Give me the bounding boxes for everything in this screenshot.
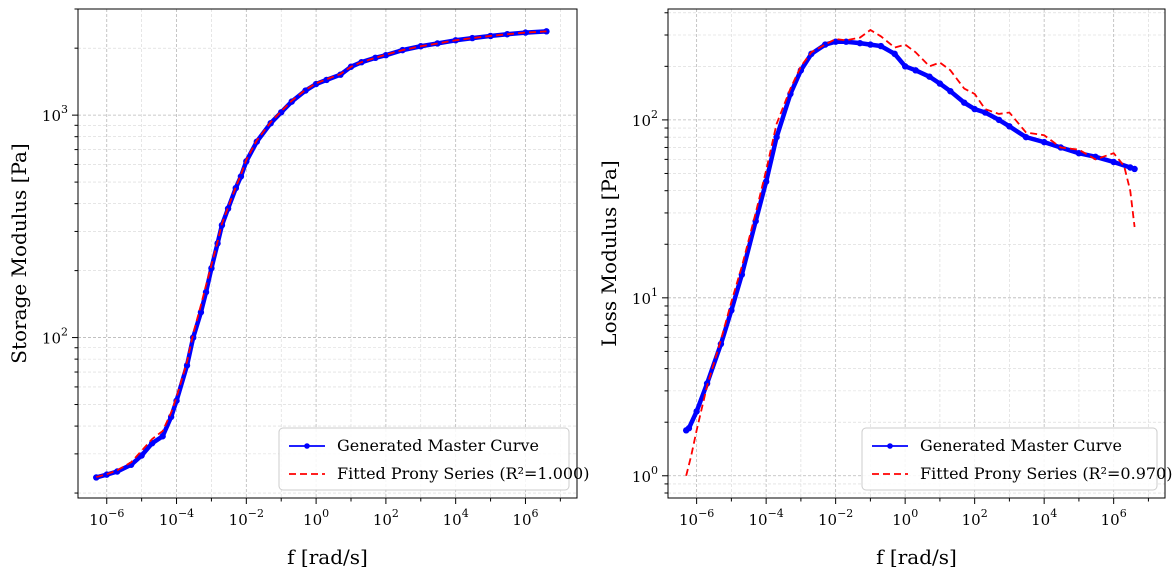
- x-tick-label: 10−2: [229, 507, 264, 529]
- master-curve-point: [856, 39, 864, 47]
- legend: Generated Master Curve Fitted Prony Serie…: [278, 427, 589, 491]
- master-curve-point: [926, 73, 933, 80]
- x-tick-label: 104: [443, 507, 469, 529]
- legend-entry: Generated Master Curve: [337, 436, 539, 455]
- master-curve-point: [183, 362, 191, 369]
- y-tick-label: 101: [632, 286, 658, 308]
- legend-box: [278, 427, 570, 491]
- master-curve-point: [867, 41, 874, 48]
- master-curve-point: [762, 178, 770, 185]
- x-tick-label: 10−2: [818, 507, 853, 529]
- series-master-curve-line: [93, 29, 549, 480]
- series-fitted-prony-line: [685, 28, 1136, 476]
- legend: Generated Master Curve Fitted Prony Serie…: [861, 427, 1172, 491]
- master-curve-point: [685, 425, 693, 432]
- master-curve-point: [1006, 123, 1013, 130]
- series-fitted-prony-line: [96, 30, 547, 478]
- x-axis-label: f [rad/s]: [876, 545, 957, 569]
- grid: [668, 9, 1165, 498]
- master-curve-point: [842, 38, 850, 45]
- y-tick-label: 103: [42, 103, 68, 125]
- master-curve-point: [1022, 133, 1030, 141]
- y-axis-label: Loss Modulus [Pa]: [597, 160, 621, 346]
- x-tick-label: 104: [1031, 507, 1057, 529]
- master-curve-point: [159, 433, 166, 440]
- legend-entry: Generated Master Curve: [920, 436, 1122, 455]
- axes-frame: [667, 8, 1166, 499]
- master-curve-point: [912, 67, 919, 74]
- x-tick-label: 100: [892, 507, 918, 529]
- master-curve-point: [728, 307, 735, 314]
- master-curve-point: [208, 265, 215, 272]
- master-curve-point: [197, 309, 205, 316]
- plot-area: [682, 28, 1138, 476]
- y-tick-label: 100: [632, 464, 658, 486]
- master-curve-point: [469, 34, 476, 42]
- grid: [78, 8, 577, 498]
- master-curve-point: [891, 50, 898, 58]
- master-curve-point: [693, 408, 700, 415]
- legend-entry: Fitted Prony Series (R²=0.970): [920, 464, 1172, 483]
- master-curve-point: [382, 51, 390, 59]
- master-curve-point: [522, 29, 529, 36]
- x-tick-label: 10−4: [159, 507, 194, 529]
- series-master-curve-line: [683, 39, 1137, 433]
- axes-frame: [77, 8, 578, 499]
- master-curve-point: [93, 474, 100, 481]
- x-tick-label: 10−6: [89, 507, 124, 529]
- master-curve-point: [981, 109, 989, 116]
- y-tick-label: 102: [42, 326, 68, 348]
- master-curve-point: [995, 116, 1003, 124]
- master-curve-point: [787, 90, 794, 98]
- master-curve-point: [1131, 165, 1138, 173]
- master-curve-point: [901, 63, 909, 70]
- legend-entry: Fitted Prony Series (R²=1.000): [337, 464, 589, 483]
- x-tick-label: 106: [512, 507, 538, 529]
- legend-box: [861, 427, 1158, 491]
- x-tick-label: 10−6: [679, 507, 714, 529]
- x-tick-label: 100: [303, 507, 329, 529]
- master-curve-point: [372, 54, 379, 62]
- master-curve-point: [971, 105, 978, 113]
- master-curve-point: [773, 133, 780, 141]
- master-curve-point: [138, 452, 145, 459]
- y-tick-label: 102: [632, 108, 658, 130]
- plot-area: [93, 28, 550, 481]
- master-curve-point: [877, 42, 885, 50]
- master-curve-point: [947, 87, 954, 95]
- master-curve-point: [1110, 158, 1117, 166]
- master-curve-point: [936, 80, 944, 87]
- x-tick-label: 102: [962, 507, 988, 529]
- x-tick-label: 106: [1101, 507, 1127, 529]
- x-tick-label: 102: [373, 507, 399, 529]
- master-curve-point: [960, 99, 968, 106]
- x-axis-label: f [rad/s]: [287, 545, 368, 569]
- master-curve-point: [103, 471, 110, 478]
- legend-marker: [304, 443, 310, 449]
- legend-marker: [887, 443, 893, 449]
- x-tick-label: 10−4: [748, 507, 783, 529]
- storage-modulus-panel: 10−6 10−4 10−2 100 102 104 106 102 103 f [rad/s] S…: [7, 8, 589, 569]
- y-axis-label: Storage Modulus [Pa]: [7, 143, 31, 363]
- master-curve-point: [832, 38, 839, 45]
- master-curve-point: [1040, 138, 1048, 146]
